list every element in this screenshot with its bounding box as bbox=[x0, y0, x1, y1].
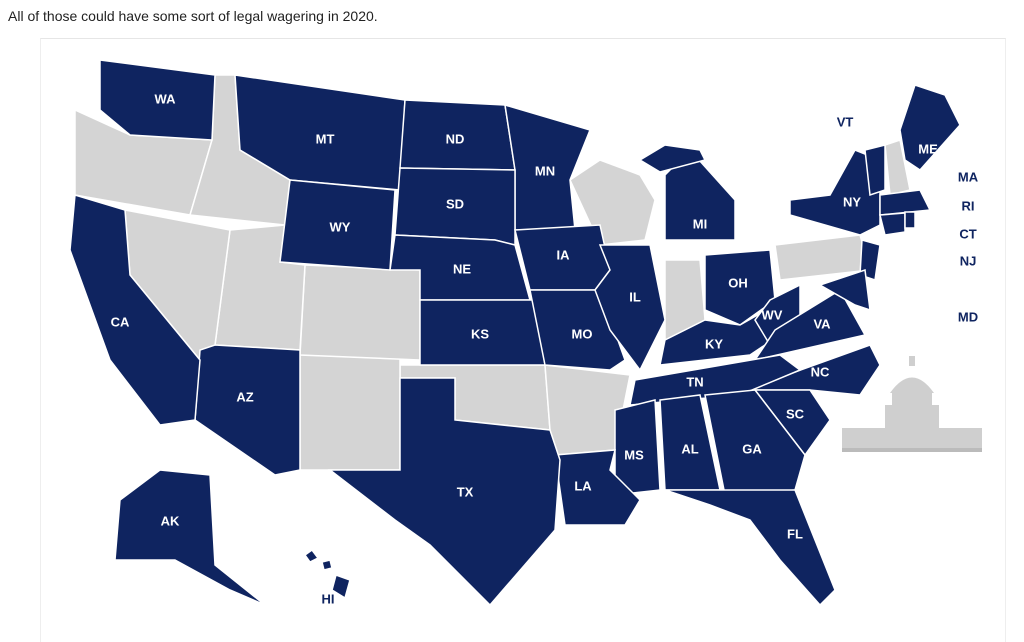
state-label: TN bbox=[686, 374, 703, 389]
state-shape bbox=[899, 84, 961, 171]
state-shape bbox=[664, 489, 836, 607]
state-shape bbox=[554, 449, 641, 526]
state-label: SC bbox=[786, 406, 805, 421]
state-label: MD bbox=[958, 309, 978, 324]
state-shape bbox=[753, 288, 867, 362]
state-label: CA bbox=[111, 314, 130, 329]
state-label: VT bbox=[837, 114, 854, 129]
state-shape bbox=[327, 377, 561, 607]
state-label: GA bbox=[742, 441, 762, 456]
state-label: MN bbox=[535, 163, 555, 178]
state-shape bbox=[629, 354, 802, 406]
state-label: LA bbox=[574, 478, 592, 493]
state-label: AZ bbox=[236, 389, 253, 404]
state-shape bbox=[529, 289, 626, 371]
state-label: WV bbox=[762, 307, 783, 322]
state-label: OH bbox=[728, 275, 748, 290]
labels: WA MT ND MN WY SD NE IA KS MO IL MI OH KY WV VA NC TN SC GA… bbox=[111, 91, 979, 606]
state-shape bbox=[114, 469, 266, 606]
state-label: KS bbox=[471, 326, 489, 341]
state-label: MO bbox=[572, 326, 593, 341]
state-label: NE bbox=[453, 261, 471, 276]
state-shape bbox=[614, 399, 661, 496]
state-shape bbox=[704, 249, 776, 326]
state-shape bbox=[99, 59, 216, 141]
state-label: FL bbox=[787, 526, 803, 541]
state-shape bbox=[879, 212, 906, 236]
state-shape bbox=[321, 559, 333, 571]
state-label: AK bbox=[161, 513, 180, 528]
state-shape bbox=[904, 211, 916, 229]
state-shape bbox=[594, 244, 666, 372]
state-shape bbox=[303, 548, 320, 563]
states bbox=[69, 59, 961, 607]
state-label: MI bbox=[693, 216, 707, 231]
state-label: KY bbox=[705, 336, 723, 351]
state-shape bbox=[879, 189, 932, 216]
state-label: CT bbox=[959, 226, 976, 241]
capitol-icon bbox=[842, 356, 982, 452]
state-label: ND bbox=[446, 131, 465, 146]
state-label: IL bbox=[629, 289, 641, 304]
caption: All of those could have some sort of leg… bbox=[8, 8, 378, 24]
state-label: WY bbox=[330, 219, 351, 234]
state-label: SD bbox=[446, 196, 464, 211]
state-shape bbox=[704, 389, 806, 496]
state-label: AL bbox=[681, 441, 698, 456]
state-label: NY bbox=[843, 194, 861, 209]
state-label: MS bbox=[624, 447, 644, 462]
state-shape bbox=[884, 139, 911, 196]
state-label: WA bbox=[155, 91, 177, 106]
state-label: RI bbox=[962, 198, 975, 213]
state-shape bbox=[789, 149, 881, 236]
state-label: MT bbox=[316, 131, 335, 146]
state-shape bbox=[194, 344, 301, 476]
state-shape bbox=[331, 574, 351, 600]
state-shape bbox=[864, 144, 886, 197]
state-label: IA bbox=[557, 247, 571, 262]
state-shape bbox=[818, 268, 871, 312]
state-label: ME bbox=[918, 141, 938, 156]
state-label: NJ bbox=[960, 253, 977, 268]
map-card bbox=[40, 38, 1006, 642]
state-label: HI bbox=[322, 591, 335, 606]
state-shape bbox=[638, 144, 707, 173]
state-label: VA bbox=[813, 316, 831, 331]
state-label: MA bbox=[958, 169, 979, 184]
state-shape bbox=[299, 264, 421, 361]
state-shape bbox=[299, 349, 401, 471]
state-label: TX bbox=[457, 484, 474, 499]
state-shape bbox=[69, 194, 201, 426]
state-label: NC bbox=[811, 364, 830, 379]
